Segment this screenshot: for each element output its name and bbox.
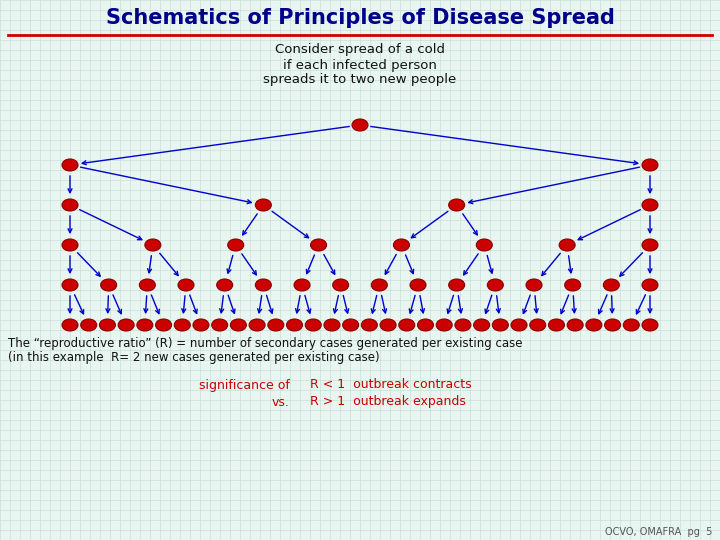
Ellipse shape bbox=[530, 319, 546, 331]
Ellipse shape bbox=[492, 319, 508, 331]
Text: (in this example  R= 2 new cases generated per existing case): (in this example R= 2 new cases generate… bbox=[8, 350, 379, 363]
Ellipse shape bbox=[477, 239, 492, 251]
Ellipse shape bbox=[305, 319, 321, 331]
Ellipse shape bbox=[256, 279, 271, 291]
Ellipse shape bbox=[99, 319, 115, 331]
Ellipse shape bbox=[399, 319, 415, 331]
Text: vs.: vs. bbox=[272, 395, 290, 408]
Ellipse shape bbox=[511, 319, 527, 331]
Ellipse shape bbox=[487, 279, 503, 291]
Ellipse shape bbox=[174, 319, 190, 331]
Ellipse shape bbox=[418, 319, 433, 331]
Ellipse shape bbox=[343, 319, 359, 331]
Ellipse shape bbox=[526, 279, 542, 291]
Ellipse shape bbox=[228, 239, 243, 251]
Ellipse shape bbox=[212, 319, 228, 331]
Ellipse shape bbox=[605, 319, 621, 331]
Text: R > 1  outbreak expands: R > 1 outbreak expands bbox=[310, 395, 466, 408]
Ellipse shape bbox=[101, 279, 117, 291]
Ellipse shape bbox=[352, 119, 368, 131]
Ellipse shape bbox=[393, 239, 410, 251]
Ellipse shape bbox=[193, 319, 209, 331]
Ellipse shape bbox=[217, 279, 233, 291]
Ellipse shape bbox=[564, 279, 580, 291]
Ellipse shape bbox=[549, 319, 564, 331]
Ellipse shape bbox=[268, 319, 284, 331]
Ellipse shape bbox=[624, 319, 639, 331]
Ellipse shape bbox=[449, 279, 464, 291]
Ellipse shape bbox=[372, 279, 387, 291]
Ellipse shape bbox=[118, 319, 134, 331]
Ellipse shape bbox=[62, 159, 78, 171]
Ellipse shape bbox=[294, 279, 310, 291]
Text: OCVO, OMAFRA  pg  5: OCVO, OMAFRA pg 5 bbox=[605, 527, 712, 537]
Ellipse shape bbox=[603, 279, 619, 291]
Ellipse shape bbox=[455, 319, 471, 331]
Ellipse shape bbox=[586, 319, 602, 331]
Ellipse shape bbox=[62, 199, 78, 211]
Ellipse shape bbox=[287, 319, 302, 331]
Ellipse shape bbox=[559, 239, 575, 251]
Ellipse shape bbox=[324, 319, 340, 331]
Text: Schematics of Principles of Disease Spread: Schematics of Principles of Disease Spre… bbox=[106, 8, 614, 28]
Ellipse shape bbox=[230, 319, 246, 331]
Ellipse shape bbox=[156, 319, 171, 331]
Ellipse shape bbox=[474, 319, 490, 331]
Ellipse shape bbox=[380, 319, 396, 331]
Ellipse shape bbox=[642, 159, 658, 171]
Text: The “reproductive ratio” (R) = number of secondary cases generated per existing : The “reproductive ratio” (R) = number of… bbox=[8, 336, 523, 349]
Ellipse shape bbox=[62, 239, 78, 251]
Ellipse shape bbox=[449, 199, 464, 211]
Ellipse shape bbox=[642, 239, 658, 251]
Text: R < 1  outbreak contracts: R < 1 outbreak contracts bbox=[310, 379, 472, 392]
Ellipse shape bbox=[140, 279, 156, 291]
Ellipse shape bbox=[436, 319, 452, 331]
Ellipse shape bbox=[256, 199, 271, 211]
Ellipse shape bbox=[642, 199, 658, 211]
Ellipse shape bbox=[249, 319, 265, 331]
Text: Consider spread of a cold
if each infected person
spreads it to two new people: Consider spread of a cold if each infect… bbox=[264, 44, 456, 86]
Ellipse shape bbox=[137, 319, 153, 331]
Text: significance of: significance of bbox=[199, 379, 290, 392]
Ellipse shape bbox=[642, 279, 658, 291]
Ellipse shape bbox=[62, 279, 78, 291]
Ellipse shape bbox=[81, 319, 96, 331]
Ellipse shape bbox=[333, 279, 348, 291]
Ellipse shape bbox=[145, 239, 161, 251]
Ellipse shape bbox=[310, 239, 327, 251]
Ellipse shape bbox=[178, 279, 194, 291]
Ellipse shape bbox=[567, 319, 583, 331]
Ellipse shape bbox=[410, 279, 426, 291]
Ellipse shape bbox=[361, 319, 377, 331]
Ellipse shape bbox=[642, 319, 658, 331]
Ellipse shape bbox=[62, 319, 78, 331]
